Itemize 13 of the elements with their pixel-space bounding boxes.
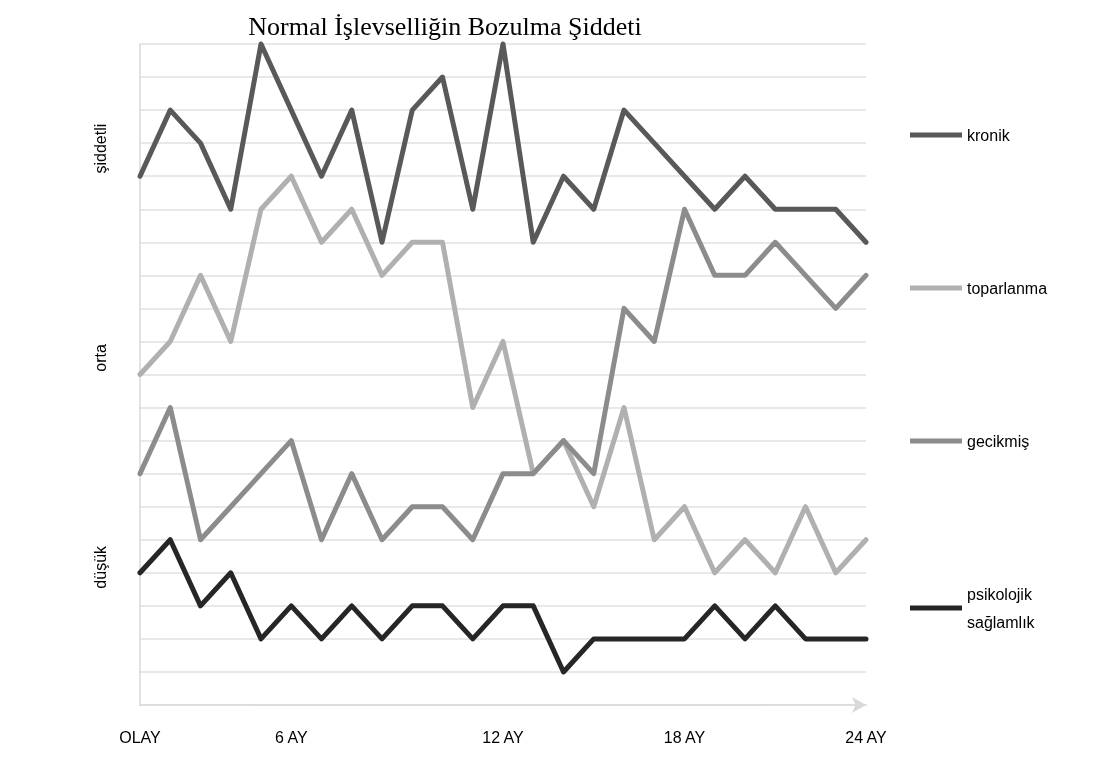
text: düşük — [91, 544, 109, 589]
text: şiddetli — [91, 123, 109, 174]
legend-label: psikolojik sağlamlık — [967, 585, 1036, 631]
legend-label: kronik — [967, 126, 1011, 144]
text: orta — [91, 344, 109, 372]
chart-title: Normal İşlevselliğin Bozulma Şiddeti — [248, 11, 642, 41]
legend-label: gecikmiş — [967, 432, 1030, 450]
x-tick-label: OLAY — [119, 728, 162, 746]
x-tick-label: 18 AY — [663, 728, 706, 746]
x-tick-label: 6 AY — [274, 728, 308, 746]
x-tick-label: 12 AY — [482, 728, 525, 746]
legend-label: toparlanma — [967, 279, 1048, 297]
x-tick-label: 24 AY — [845, 728, 888, 746]
